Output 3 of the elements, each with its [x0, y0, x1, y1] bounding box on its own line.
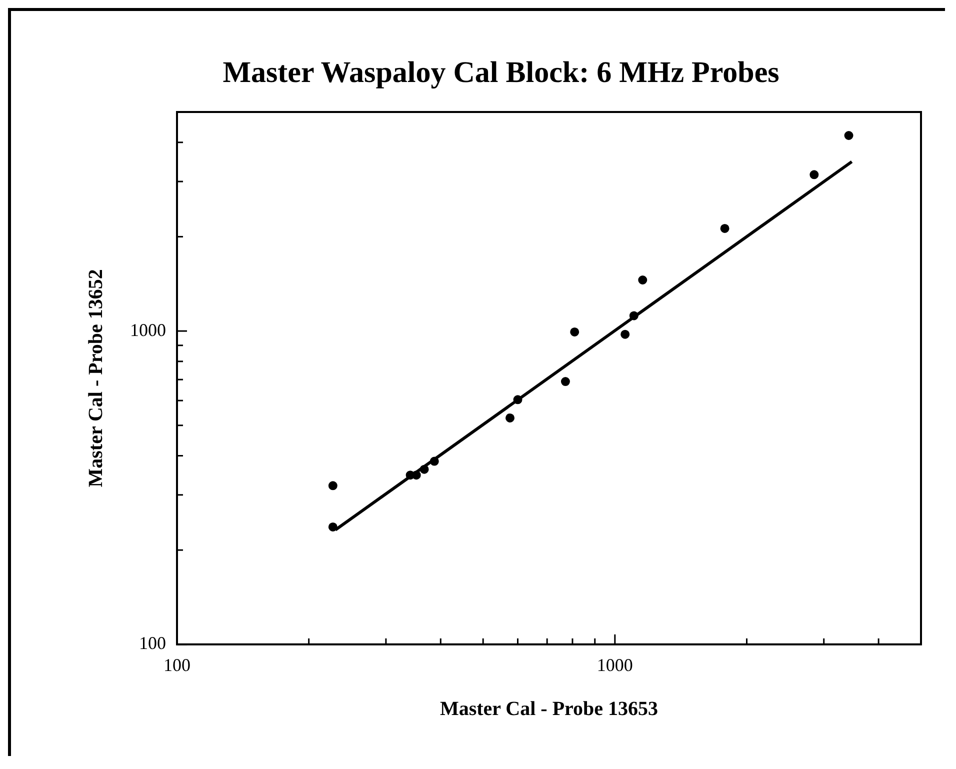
y-axis-title: Master Cal - Probe 13652	[85, 269, 108, 488]
chart-title: Master Waspaloy Cal Block: 6 MHz Probes	[222, 56, 780, 89]
x-axis-title: Master Cal - Probe 13653	[440, 698, 658, 720]
